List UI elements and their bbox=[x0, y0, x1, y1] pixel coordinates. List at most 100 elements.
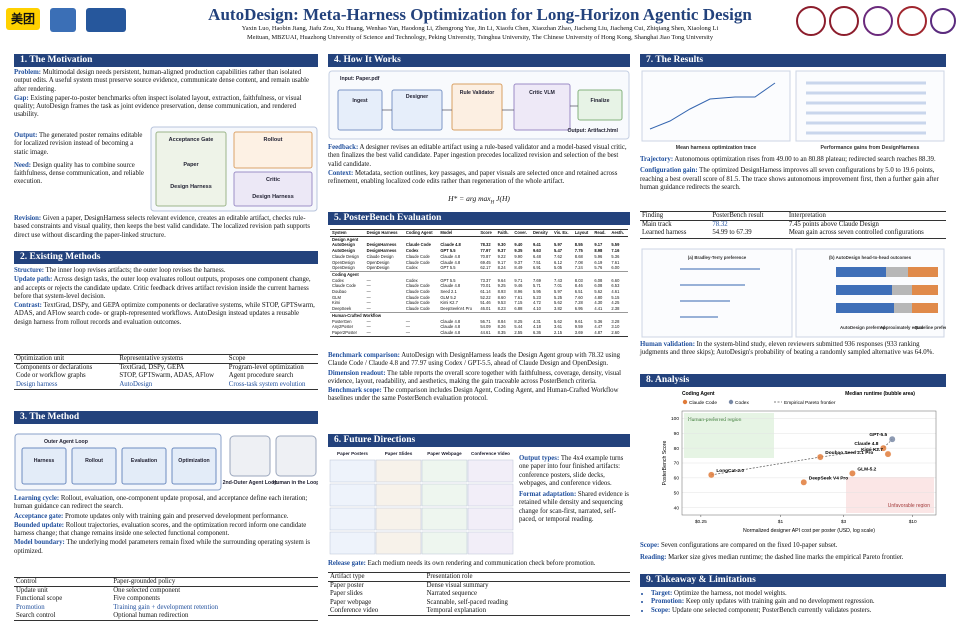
figure-label: Critic bbox=[266, 177, 280, 183]
table-cell: 4.87 bbox=[592, 329, 610, 337]
table-cell: 2.55 bbox=[512, 329, 531, 337]
shape bbox=[886, 267, 908, 277]
paragraph: Release gate: Each medium needs its own … bbox=[328, 560, 630, 568]
lead: Dimension readout: bbox=[328, 369, 386, 377]
point-label: Claude 4.8 bbox=[854, 441, 878, 447]
header-cell: PosterBench result bbox=[710, 210, 787, 222]
table-cell: Claude Code bbox=[405, 283, 430, 289]
figure-label: Ingest bbox=[352, 98, 368, 104]
body: TextGrad, DSPy, and GEPA optimize compon… bbox=[14, 302, 315, 326]
header-cell: Presentation role bbox=[424, 571, 630, 583]
figure-label: Human in the Loop bbox=[273, 480, 318, 486]
table-cell: Seed 2.1 bbox=[440, 289, 457, 295]
table-cell: Functional scope bbox=[16, 595, 63, 603]
header-cell: Vis. Ex. bbox=[552, 229, 573, 237]
lead: Human validation: bbox=[640, 341, 695, 348]
point bbox=[888, 435, 896, 443]
table-cell: 4.80 bbox=[594, 294, 603, 300]
header-cell: Interpretation bbox=[786, 210, 946, 222]
table: Control Paper-grounded policy Update unit O… bbox=[14, 576, 318, 621]
table-cell: 8.49 bbox=[514, 265, 523, 271]
table-cell: 9.59 bbox=[574, 324, 583, 330]
table-cell: Claude Code bbox=[332, 283, 356, 289]
table-cell: Codex bbox=[405, 248, 419, 254]
pipeline-figure: Input: Paper.pdf Ingest Designer Rule Valid… bbox=[328, 70, 630, 140]
table-wrap: System Design Harness Coding Agent Model Sco… bbox=[330, 229, 628, 337]
table-row: Paper2Poster — — Claude 4.8 44.61 8.35 2.55 6.3… bbox=[330, 329, 628, 337]
artifact-thumb bbox=[421, 507, 468, 531]
title: AutoDesign: Meta-Harness Optimization fo… bbox=[208, 5, 752, 24]
table-cell: Claude Code bbox=[405, 306, 430, 312]
motivation-figure: Acceptance Gate Paper Design Harness Rollou… bbox=[150, 126, 318, 212]
table-cell: Components or declarations bbox=[16, 364, 93, 372]
body: Shared evidence is retained while densit… bbox=[519, 491, 629, 524]
shape bbox=[641, 70, 791, 142]
table-row: Update unit One selected component bbox=[14, 587, 318, 596]
group-row: Coding Agent bbox=[330, 270, 628, 278]
body: Rollout, evaluation, one-component updat… bbox=[14, 495, 308, 511]
group-row: Human-Crafted Workflow bbox=[330, 311, 628, 319]
table-cell: 78.32 bbox=[712, 221, 728, 229]
header-cell: Coding Agent bbox=[403, 229, 439, 237]
table-cell: Temporal explanation bbox=[424, 606, 630, 616]
body: Autonomous optimization rises from 49.00… bbox=[674, 156, 936, 163]
shape bbox=[233, 131, 313, 169]
table-cell: Claude 4.8 bbox=[440, 324, 461, 330]
table-cell: 8.23 bbox=[497, 306, 506, 312]
logo: 美团 bbox=[6, 8, 40, 30]
lead: Benchmark comparison: bbox=[328, 352, 400, 359]
table-cell: Paper slides bbox=[330, 590, 363, 598]
shape bbox=[337, 89, 383, 131]
plot-frame bbox=[681, 410, 937, 516]
table-cell: 5.36 bbox=[594, 318, 603, 324]
results-figure: Mean harness optimization trace Performan… bbox=[641, 70, 945, 151]
table-row: AutoDesign DesignHarness Codex GPT 5.5 77.97… bbox=[330, 248, 628, 254]
table-cell: 8.55 bbox=[574, 242, 583, 248]
artifact-thumb bbox=[467, 531, 514, 555]
table-cell: 9.17 bbox=[594, 242, 603, 248]
table-cell: GLM 5.2 bbox=[440, 294, 457, 300]
body: Keep only updates with training gain and… bbox=[685, 598, 875, 606]
body: Each medium needs its own rendering and … bbox=[367, 560, 596, 567]
artifact-thumb bbox=[467, 483, 514, 507]
table-cell: Learned harness bbox=[640, 229, 711, 239]
table-cell: Claude 4.8 bbox=[440, 259, 461, 265]
table-cell: DeepSeek bbox=[332, 306, 352, 312]
lead: Revision: bbox=[14, 215, 42, 222]
table-cell: Paper2Poster bbox=[330, 329, 365, 337]
table-cell: 9.90 bbox=[514, 253, 523, 259]
text-block: Problem: Multimodal design needs persist… bbox=[14, 69, 318, 121]
formula-lhs: H* = arg max bbox=[448, 194, 491, 203]
lead: Scope: bbox=[651, 606, 671, 614]
table-cell: — bbox=[366, 283, 371, 289]
logos-left bbox=[50, 8, 126, 32]
table-cell: 7.43 bbox=[554, 277, 562, 283]
table-cell: Cross-task system evolution bbox=[226, 380, 318, 390]
paragraph: Acceptance gate: Promote updates only wi… bbox=[14, 513, 318, 521]
x-tick-label: $1 bbox=[778, 519, 784, 525]
table-cell: 7.15 bbox=[514, 300, 523, 306]
table-cell: 7.24 bbox=[574, 265, 583, 271]
table-cell: 46.01 bbox=[480, 306, 491, 312]
paragraph: Gap: Existing paper-to-poster benchmarks… bbox=[14, 95, 318, 120]
pareto-frontier bbox=[711, 438, 893, 476]
x-tick-label: $3 bbox=[841, 519, 847, 525]
header-cell: Artifact type bbox=[328, 571, 425, 583]
text-block: Human validation: In the system-blind st… bbox=[640, 341, 946, 359]
body: The optimized DesignHarness improves all… bbox=[640, 167, 939, 191]
legend-title: Coding Agent bbox=[682, 391, 715, 397]
table-cell: 6.91 bbox=[532, 265, 541, 271]
figure-label: Acceptance Gate bbox=[169, 137, 214, 143]
figure-label: Input: Paper.pdf bbox=[340, 76, 380, 82]
section-title: 7. The Results bbox=[640, 54, 946, 67]
y-tick-label: 40 bbox=[674, 505, 680, 511]
shape bbox=[680, 268, 760, 318]
table-cell: — bbox=[366, 294, 371, 300]
shape bbox=[912, 303, 938, 313]
table-row: Control Paper-grounded policy bbox=[14, 576, 318, 588]
table-cell: Kimi bbox=[332, 300, 340, 306]
y-tick-label: 70 bbox=[674, 461, 680, 467]
header-cell: Finding bbox=[640, 210, 711, 222]
table-cell: Search control bbox=[14, 611, 112, 621]
